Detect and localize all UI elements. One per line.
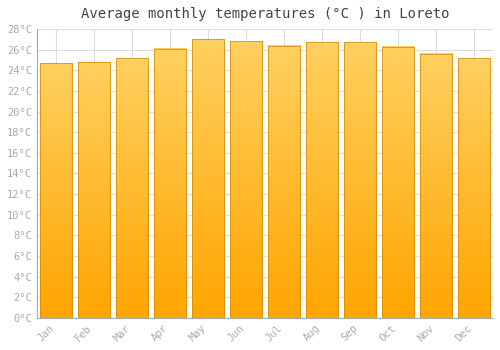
Bar [458,58,490,318]
Bar [78,62,110,318]
Bar [306,42,338,318]
Bar [154,49,186,318]
Bar [192,39,224,318]
Bar [40,63,72,318]
Bar [382,47,414,318]
Bar [192,39,224,318]
Bar [344,42,376,318]
Bar [230,41,262,318]
Bar [230,41,262,318]
Bar [420,54,452,318]
Bar [268,46,300,318]
Bar [382,47,414,318]
Bar [306,42,338,318]
Bar [154,49,186,318]
Bar [78,62,110,318]
Bar [344,42,376,318]
Bar [420,54,452,318]
Bar [458,58,490,318]
Bar [268,46,300,318]
Bar [116,58,148,318]
Title: Average monthly temperatures (°C ) in Loreto: Average monthly temperatures (°C ) in Lo… [80,7,449,21]
Bar [116,58,148,318]
Bar [40,63,72,318]
